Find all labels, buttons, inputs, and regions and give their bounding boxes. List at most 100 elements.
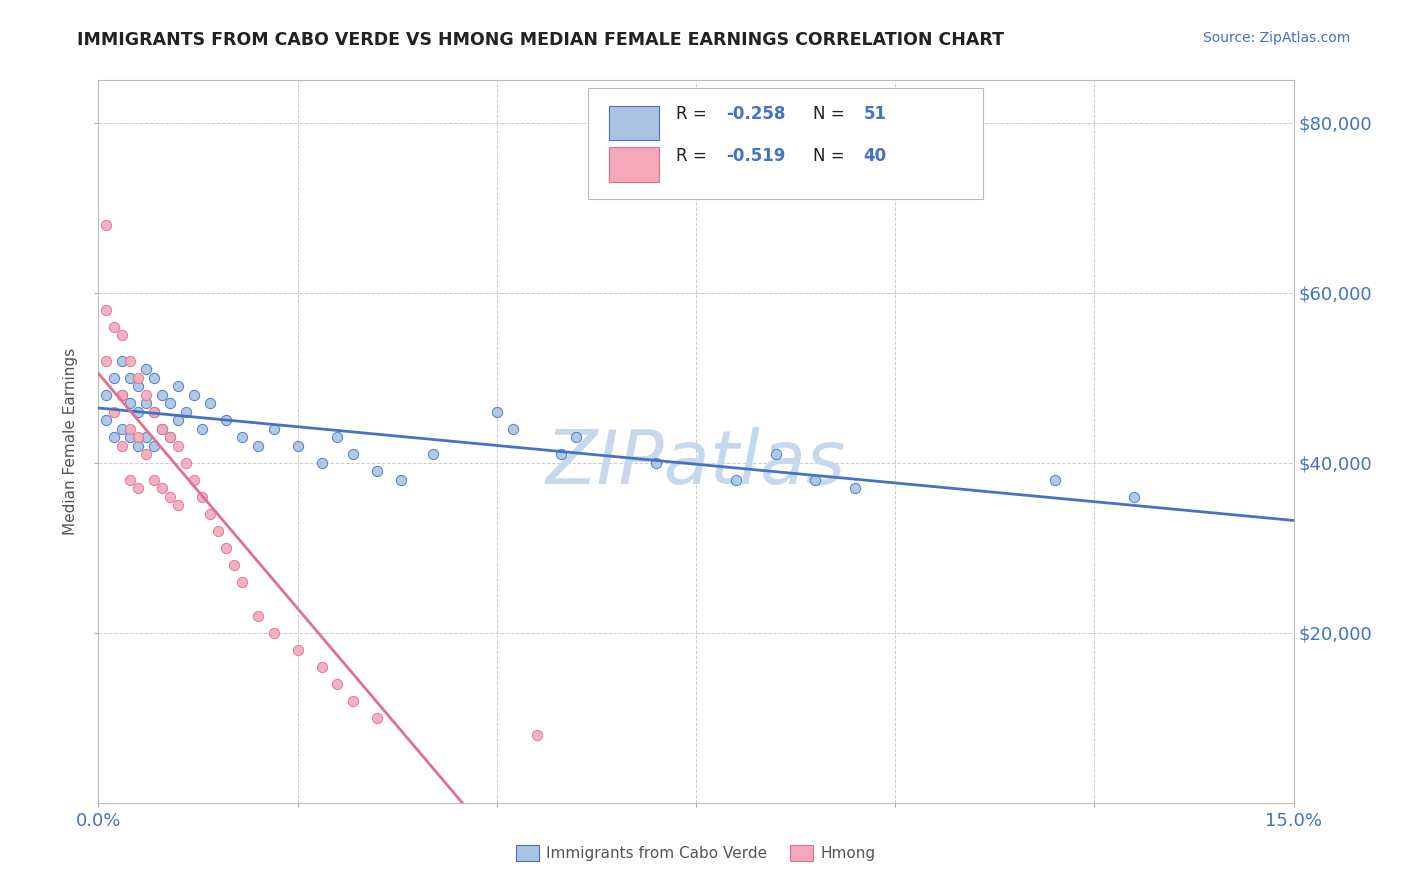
Point [231, 574, 253, 589]
Point [550, 447, 572, 461]
Point [103, 371, 125, 385]
Legend: Immigrants from Cabo Verde, Hmong: Immigrants from Cabo Verde, Hmong [510, 839, 882, 867]
Point [159, 396, 181, 410]
Point [111, 328, 134, 343]
Text: 40: 40 [863, 147, 886, 165]
Point [198, 396, 221, 410]
Point [96, 353, 118, 368]
Point [135, 362, 157, 376]
Text: Source: ZipAtlas.com: Source: ZipAtlas.com [1202, 31, 1350, 45]
Point [143, 439, 166, 453]
Point [167, 413, 190, 427]
FancyBboxPatch shape [589, 87, 983, 200]
Text: ZIPatlas: ZIPatlas [546, 427, 846, 500]
Point [191, 490, 214, 504]
Point [422, 447, 444, 461]
Point [159, 490, 181, 504]
Point [96, 388, 118, 402]
Point [159, 430, 181, 444]
Point [342, 447, 364, 461]
Point [183, 473, 205, 487]
Point [143, 371, 166, 385]
Point [135, 447, 157, 461]
Point [263, 625, 285, 640]
Point [135, 430, 157, 444]
Point [143, 405, 166, 419]
Point [143, 405, 166, 419]
Point [191, 422, 214, 436]
Point [804, 473, 827, 487]
Point [96, 302, 118, 317]
Point [143, 473, 166, 487]
Point [150, 422, 173, 436]
Point [167, 498, 190, 512]
Point [174, 456, 197, 470]
Y-axis label: Median Female Earnings: Median Female Earnings [63, 348, 79, 535]
Point [167, 379, 190, 393]
Point [485, 405, 508, 419]
Point [150, 422, 173, 436]
Point [207, 524, 229, 538]
Point [198, 507, 221, 521]
Point [120, 353, 142, 368]
Point [844, 481, 866, 495]
Point [120, 473, 142, 487]
Point [127, 371, 149, 385]
Point [311, 660, 333, 674]
Bar [609, 147, 659, 182]
Point [526, 728, 548, 742]
Point [103, 405, 125, 419]
Point [103, 430, 125, 444]
Point [120, 430, 142, 444]
Point [366, 464, 388, 478]
Point [366, 711, 388, 725]
Point [111, 439, 134, 453]
Point [765, 447, 787, 461]
Point [183, 388, 205, 402]
Point [120, 396, 142, 410]
Point [127, 379, 149, 393]
Text: N =: N = [813, 105, 851, 123]
Point [326, 677, 349, 691]
Point [1123, 490, 1146, 504]
Point [174, 405, 197, 419]
Point [246, 439, 269, 453]
Point [222, 558, 245, 572]
Point [311, 456, 333, 470]
Point [150, 388, 173, 402]
Point [215, 541, 238, 555]
Point [287, 642, 309, 657]
Point [231, 430, 253, 444]
Point [111, 422, 134, 436]
Point [111, 388, 134, 402]
Point [135, 396, 157, 410]
Text: R =: R = [676, 147, 711, 165]
Text: -0.258: -0.258 [725, 105, 785, 123]
Text: R =: R = [676, 105, 711, 123]
Text: -0.519: -0.519 [725, 147, 785, 165]
Text: IMMIGRANTS FROM CABO VERDE VS HMONG MEDIAN FEMALE EARNINGS CORRELATION CHART: IMMIGRANTS FROM CABO VERDE VS HMONG MEDI… [77, 31, 1004, 49]
Text: N =: N = [813, 147, 851, 165]
Point [103, 319, 125, 334]
Point [167, 439, 190, 453]
Point [96, 413, 118, 427]
Bar [609, 105, 659, 140]
Point [120, 422, 142, 436]
Point [263, 422, 285, 436]
Point [159, 430, 181, 444]
Point [120, 371, 142, 385]
Point [724, 473, 747, 487]
Point [127, 439, 149, 453]
Point [502, 422, 524, 436]
Point [127, 481, 149, 495]
Point [127, 405, 149, 419]
Point [565, 430, 588, 444]
Point [150, 481, 173, 495]
Point [1043, 473, 1066, 487]
Point [127, 430, 149, 444]
Point [287, 439, 309, 453]
Point [389, 473, 412, 487]
Point [645, 456, 668, 470]
Point [111, 388, 134, 402]
Point [326, 430, 349, 444]
